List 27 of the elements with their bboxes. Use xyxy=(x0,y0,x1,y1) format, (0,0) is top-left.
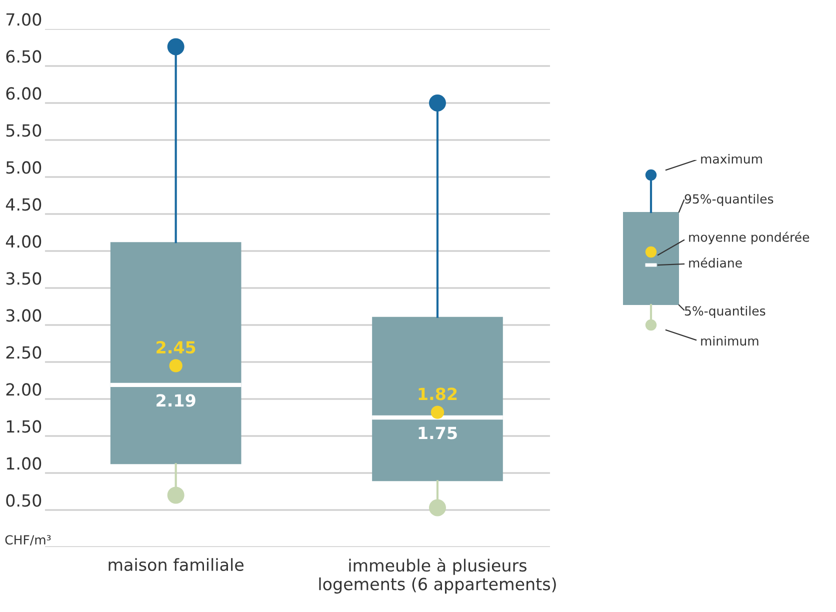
text: 95%-quantiles xyxy=(684,194,774,206)
text: médiane xyxy=(689,257,742,268)
text: maximum xyxy=(701,154,762,164)
y-tick-label: 7.00 xyxy=(6,13,42,26)
y-tick-label: 5.00 xyxy=(6,161,42,174)
text: moyenne pondérée xyxy=(689,232,810,244)
y-tick-label: 2.50 xyxy=(6,346,42,359)
y-tick-label: 2.00 xyxy=(6,383,42,396)
annotation: 2.45 xyxy=(156,340,196,354)
text: 5%-quantiles xyxy=(684,306,766,318)
text: minimum xyxy=(701,336,758,346)
y-tick-label: 1.50 xyxy=(6,420,42,433)
annotation: 2.19 xyxy=(156,394,196,407)
y-tick-label: 6.50 xyxy=(6,50,42,63)
y-tick-label: 6.00 xyxy=(6,87,42,100)
y-axis-title: CHF/m³ xyxy=(5,535,51,546)
y-tick-label: 5.50 xyxy=(6,124,42,137)
annotation: 1.75 xyxy=(418,426,457,440)
y-tick-label: 3.00 xyxy=(6,309,42,322)
y-tick-label: 0.50 xyxy=(6,494,42,507)
y-tick-label: 4.00 xyxy=(6,235,42,248)
y-tick-label: 1.00 xyxy=(6,457,42,470)
x-tick-label: immeuble à plusieurs logements (6 appartements) xyxy=(319,558,556,594)
annotation: 1.82 xyxy=(418,388,457,400)
y-tick-label: 3.50 xyxy=(6,272,42,285)
x-tick-label: maison familiale xyxy=(108,558,244,572)
y-tick-label: 4.50 xyxy=(6,198,42,211)
